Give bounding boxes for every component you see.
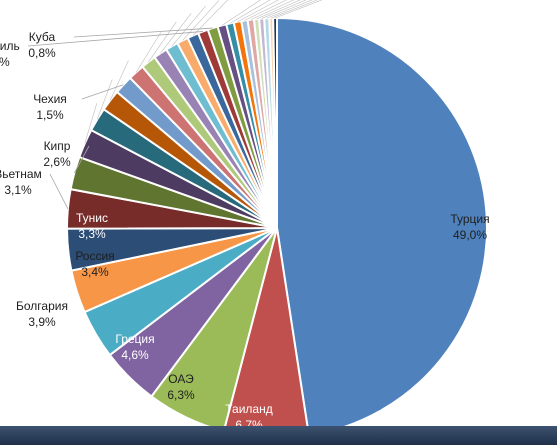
leader-line (73, 145, 90, 174)
slice-label-name: Болгария (16, 299, 68, 313)
leader-line (148, 21, 177, 63)
slice-label-name: Таиланд (225, 402, 272, 416)
slice-label-name: Кипр (44, 139, 71, 153)
leader-line (244, 0, 287, 21)
pie-slice-30 (272, 16, 278, 229)
slice-label-value: 3,1% (4, 183, 32, 197)
leader-line (135, 32, 162, 73)
slice-label-value: 4,6% (121, 348, 149, 362)
leader-line (266, 0, 313, 19)
slice-label-value: 3,9% (28, 315, 56, 329)
slice-label-name: Израиль (0, 39, 20, 53)
slice-label-value: 1,5% (36, 108, 64, 122)
pie-slice-Турция (276, 16, 488, 437)
leader-line (237, 0, 279, 23)
slice-label-value: 6,3% (167, 388, 195, 402)
pie-slices (65, 16, 488, 439)
leader-line (84, 103, 98, 144)
slice-label-name: Чехия (33, 92, 67, 106)
leader-line (250, 0, 295, 20)
slice-label-name: Греция (115, 332, 154, 346)
slice-label-name: Тунис (76, 211, 108, 225)
slice-label-value: 0,8% (0, 55, 10, 69)
leader-line (27, 31, 204, 47)
leader-line (49, 173, 69, 209)
slice-label-name: Куба (29, 30, 56, 44)
leader-line (171, 6, 206, 47)
leader-line (109, 60, 129, 101)
leader-lines (27, 0, 323, 209)
leader-line (229, 0, 271, 24)
slice-label-name: ОАЭ (168, 372, 194, 386)
leader-line (96, 79, 113, 120)
slice-label-name: Турция (450, 212, 489, 226)
leader-line (261, 0, 307, 19)
leader-line (81, 84, 124, 100)
slice-label-value: 49,0% (453, 228, 487, 242)
slice-label-name: Россия (75, 249, 114, 263)
slice-label-value: 0,8% (28, 46, 56, 60)
leader-line (182, 0, 220, 41)
slice-label-value: 3,4% (81, 265, 109, 279)
leader-line (271, 0, 318, 19)
leader-line (274, 0, 323, 19)
leader-line (256, 0, 301, 20)
slice-label-value: 2,6% (43, 155, 71, 169)
window-bottom-bar (0, 426, 557, 445)
leader-line (73, 27, 213, 38)
slice-label-value: 3,3% (78, 227, 106, 241)
leader-line (221, 0, 262, 26)
slice-label-name: Вьетнам (0, 167, 42, 181)
slice-labels: Турция49,0%Таиланд6,7%ОАЭ6,3%Греция4,6%Б… (0, 30, 490, 432)
